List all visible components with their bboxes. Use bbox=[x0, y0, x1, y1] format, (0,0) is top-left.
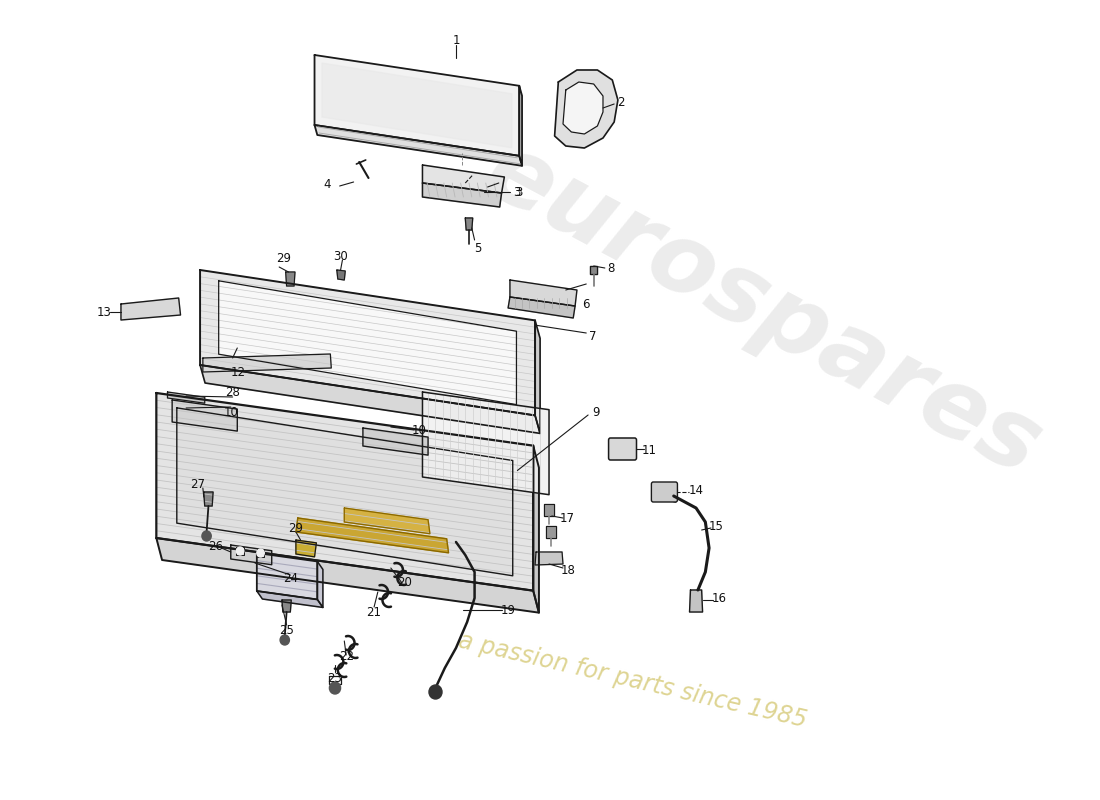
Polygon shape bbox=[547, 526, 556, 538]
Polygon shape bbox=[544, 504, 553, 516]
Polygon shape bbox=[156, 538, 539, 613]
Polygon shape bbox=[422, 392, 549, 494]
Polygon shape bbox=[282, 600, 292, 612]
Polygon shape bbox=[422, 183, 502, 207]
Circle shape bbox=[236, 547, 244, 555]
Polygon shape bbox=[519, 86, 522, 166]
Text: 9: 9 bbox=[592, 406, 600, 419]
Polygon shape bbox=[465, 218, 473, 230]
Polygon shape bbox=[510, 280, 576, 306]
Text: 10: 10 bbox=[223, 406, 239, 419]
Polygon shape bbox=[219, 281, 517, 405]
Text: 3: 3 bbox=[516, 186, 522, 198]
Polygon shape bbox=[563, 82, 603, 134]
Text: 15: 15 bbox=[710, 519, 724, 533]
Polygon shape bbox=[315, 125, 522, 166]
Text: 5: 5 bbox=[474, 242, 481, 254]
Polygon shape bbox=[231, 545, 272, 565]
Polygon shape bbox=[296, 518, 449, 553]
Text: 22: 22 bbox=[339, 650, 354, 662]
Polygon shape bbox=[554, 70, 618, 148]
Polygon shape bbox=[508, 297, 575, 318]
FancyBboxPatch shape bbox=[608, 438, 637, 460]
Circle shape bbox=[202, 531, 211, 541]
Polygon shape bbox=[590, 266, 597, 274]
Polygon shape bbox=[422, 165, 505, 193]
Text: 7: 7 bbox=[588, 330, 596, 343]
Polygon shape bbox=[668, 490, 678, 502]
Polygon shape bbox=[322, 63, 512, 148]
Text: a passion for parts since 1985: a passion for parts since 1985 bbox=[456, 628, 810, 732]
Text: 30: 30 bbox=[333, 250, 348, 262]
Polygon shape bbox=[296, 540, 317, 557]
Text: 21: 21 bbox=[366, 606, 382, 618]
Text: eurospares: eurospares bbox=[470, 125, 1056, 495]
Text: 17: 17 bbox=[560, 511, 575, 525]
Polygon shape bbox=[156, 393, 534, 590]
Circle shape bbox=[280, 635, 289, 645]
Text: 10: 10 bbox=[411, 423, 426, 437]
Polygon shape bbox=[256, 553, 317, 599]
Text: 19: 19 bbox=[500, 603, 516, 617]
Polygon shape bbox=[535, 320, 540, 434]
Text: 24: 24 bbox=[283, 571, 298, 585]
Polygon shape bbox=[121, 298, 180, 320]
Circle shape bbox=[429, 685, 442, 699]
Text: 29: 29 bbox=[276, 251, 292, 265]
Text: 28: 28 bbox=[226, 386, 240, 398]
Circle shape bbox=[329, 682, 341, 694]
Text: 3: 3 bbox=[513, 186, 520, 198]
Polygon shape bbox=[177, 408, 513, 576]
Polygon shape bbox=[204, 492, 213, 506]
Polygon shape bbox=[344, 508, 430, 534]
Polygon shape bbox=[167, 392, 205, 403]
Text: 16: 16 bbox=[712, 591, 727, 605]
Text: 11: 11 bbox=[642, 443, 657, 457]
Text: 8: 8 bbox=[607, 262, 614, 274]
Polygon shape bbox=[200, 270, 535, 415]
Polygon shape bbox=[173, 400, 238, 431]
Polygon shape bbox=[363, 428, 428, 455]
Text: 18: 18 bbox=[560, 563, 575, 577]
Polygon shape bbox=[286, 272, 295, 286]
Text: 6: 6 bbox=[583, 298, 590, 310]
Text: 2: 2 bbox=[617, 95, 625, 109]
Text: 13: 13 bbox=[97, 306, 112, 318]
Text: 26: 26 bbox=[208, 539, 223, 553]
Circle shape bbox=[256, 549, 264, 557]
Text: 1: 1 bbox=[452, 34, 460, 46]
Polygon shape bbox=[317, 562, 323, 607]
Polygon shape bbox=[690, 590, 703, 612]
Text: 27: 27 bbox=[190, 478, 205, 490]
Polygon shape bbox=[200, 365, 540, 434]
Text: 12: 12 bbox=[231, 366, 245, 378]
Polygon shape bbox=[534, 446, 539, 613]
Text: 25: 25 bbox=[279, 623, 294, 637]
Polygon shape bbox=[535, 552, 563, 565]
Text: 4: 4 bbox=[323, 178, 331, 191]
Text: 14: 14 bbox=[689, 483, 704, 497]
FancyBboxPatch shape bbox=[651, 482, 678, 502]
Polygon shape bbox=[256, 591, 323, 607]
Text: 29: 29 bbox=[288, 522, 304, 534]
Text: 23: 23 bbox=[328, 671, 342, 685]
Polygon shape bbox=[315, 55, 519, 156]
Text: 20: 20 bbox=[397, 577, 412, 590]
Polygon shape bbox=[202, 354, 331, 372]
Polygon shape bbox=[337, 270, 345, 280]
